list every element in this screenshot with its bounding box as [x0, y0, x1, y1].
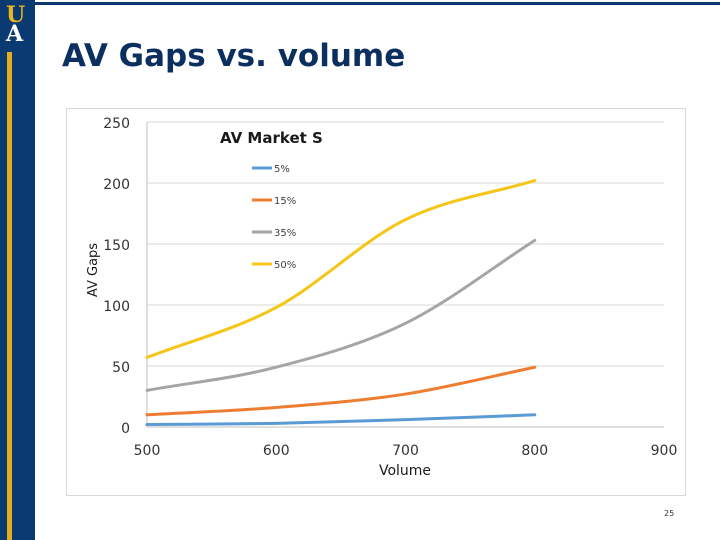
- logo-letter-a: A: [6, 21, 24, 47]
- university-logo: U A: [0, 0, 35, 52]
- y-tick-label: 0: [121, 421, 130, 437]
- y-tick-label: 50: [112, 360, 130, 376]
- chart-axes: 0 50 100 150 200 250 500 600 700 800 900: [103, 116, 677, 459]
- chart-title: AV Market S: [220, 129, 323, 147]
- legend-label: 15%: [274, 196, 296, 207]
- top-rule: [35, 2, 720, 5]
- legend-label: 50%: [274, 260, 296, 271]
- x-tick-label: 900: [651, 443, 678, 459]
- slide-title: AV Gaps vs. volume: [62, 38, 406, 74]
- legend-label: 5%: [274, 164, 290, 175]
- page-number: 25: [664, 509, 675, 518]
- x-tick-label: 700: [392, 443, 419, 459]
- series-line-1: [145, 365, 537, 417]
- chart-series: [145, 179, 537, 427]
- series-line-3: [145, 179, 537, 359]
- x-axis-label: Volume: [379, 463, 431, 479]
- y-tick-label: 100: [103, 299, 130, 315]
- sidebar-band: [0, 0, 35, 540]
- series-line-0: [145, 413, 537, 427]
- y-tick-label: 250: [103, 116, 130, 132]
- y-tick-label: 200: [103, 177, 130, 193]
- x-tick-label: 500: [134, 443, 161, 459]
- sidebar-gold-stripe: [7, 0, 12, 540]
- logo-letter-u: U: [6, 2, 26, 28]
- x-tick-label: 600: [263, 443, 290, 459]
- chart-frame: [66, 108, 686, 496]
- y-axis-label: AV Gaps: [86, 243, 101, 297]
- series-line-2: [145, 238, 537, 392]
- chart-grid: [147, 121, 664, 367]
- x-tick-label: 800: [521, 443, 548, 459]
- chart-legend: 5% 15% 35% 50%: [252, 164, 296, 271]
- y-tick-label: 150: [103, 238, 130, 254]
- legend-label: 35%: [274, 228, 296, 239]
